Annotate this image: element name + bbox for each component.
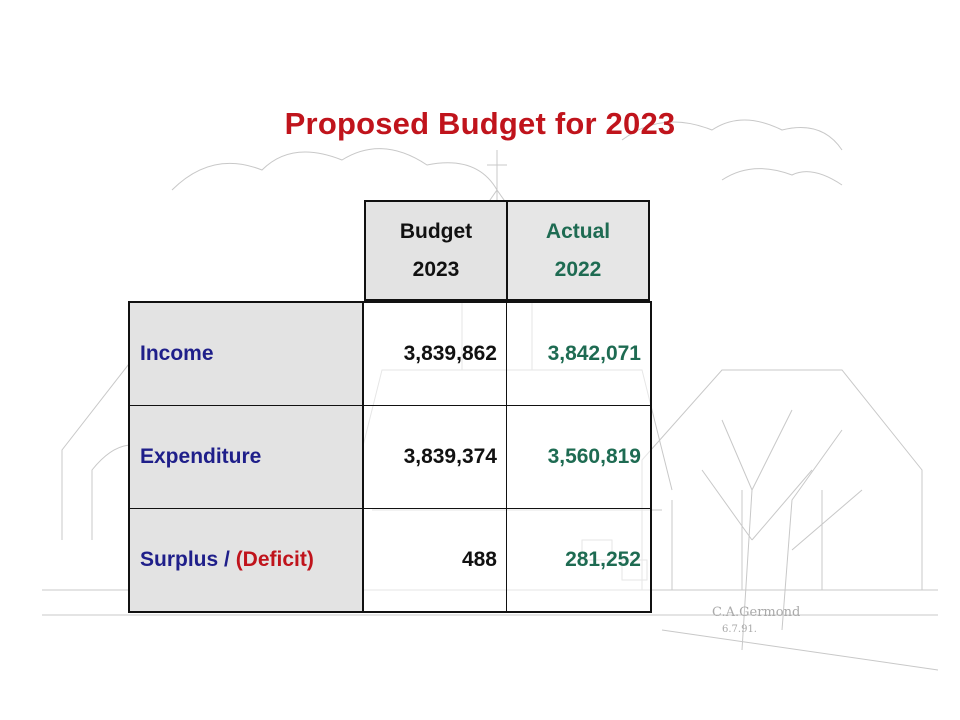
svg-text:6.7.91.: 6.7.91. <box>722 624 757 635</box>
row-label-income: Income <box>130 303 364 405</box>
budget-table: Income 3,839,862 3,842,071 Expenditure 3… <box>128 301 652 613</box>
row-label-expenditure: Expenditure <box>130 406 364 508</box>
expenditure-budget-value: 3,839,374 <box>364 406 507 508</box>
column-header-budget-2023: Budget 2023 <box>364 200 507 301</box>
surplus-actual-value: 281,252 <box>507 509 650 611</box>
surplus-budget-value: 488 <box>364 509 507 611</box>
column-header-actual-2022: Actual 2022 <box>507 200 650 301</box>
row-label-surplus-deficit: Surplus / (Deficit) <box>130 509 364 611</box>
actual-header-line1: Actual <box>545 219 611 243</box>
actual-header-line2: 2022 <box>554 257 602 281</box>
deficit-label: (Deficit) <box>235 548 314 571</box>
table-row-expenditure: Expenditure 3,839,374 3,560,819 <box>130 405 650 508</box>
budget-header-line1: Budget <box>399 219 473 243</box>
expenditure-actual-value: 3,560,819 <box>507 406 650 508</box>
income-budget-value: 3,839,862 <box>364 303 507 405</box>
table-row-surplus-deficit: Surplus / (Deficit) 488 281,252 <box>130 508 650 611</box>
table-row-income: Income 3,839,862 3,842,071 <box>130 303 650 405</box>
budget-header-line2: 2023 <box>412 257 460 281</box>
surplus-label: Surplus / <box>140 548 236 571</box>
artist-signature: C.A.Germond <box>712 605 800 620</box>
income-actual-value: 3,842,071 <box>507 303 650 405</box>
page-title: Proposed Budget for 2023 <box>284 106 676 141</box>
